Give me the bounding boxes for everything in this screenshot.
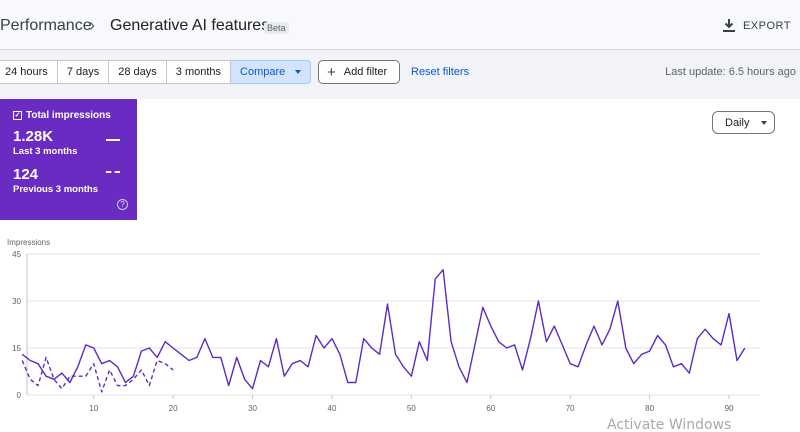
export-button[interactable]: EXPORT — [722, 19, 791, 32]
x-tick-label: 30 — [248, 404, 257, 413]
range-24-hours[interactable]: 24 hours — [0, 60, 58, 84]
add-filter-button[interactable]: + Add filter — [318, 60, 401, 84]
metric-value-current: 1.28K — [13, 128, 54, 145]
compare-label: Compare — [240, 66, 286, 78]
y-tick-label: 30 — [12, 297, 21, 306]
add-filter-label: Add filter — [343, 66, 388, 78]
chevron-down-icon — [295, 70, 302, 74]
breadcrumb-separator: › — [89, 15, 95, 35]
chevron-down-icon — [761, 120, 768, 125]
x-tick-label: 90 — [725, 404, 734, 413]
metric-label-previous: Previous 3 months — [13, 184, 98, 195]
metric-value-previous: 124 — [13, 166, 39, 183]
dashed-line-legend-icon — [106, 171, 120, 173]
granularity-dropdown[interactable]: Daily — [712, 111, 775, 134]
y-axis-label: Impressions — [7, 238, 50, 247]
page-title: Generative AI features — [110, 17, 270, 34]
download-icon — [722, 19, 735, 32]
beta-badge: Beta — [264, 22, 289, 34]
metric-label-current: Last 3 months — [13, 146, 78, 157]
range-3-months[interactable]: 3 months — [166, 60, 232, 84]
x-tick-label: 10 — [89, 404, 98, 413]
metric-title: Total impressions — [26, 110, 111, 121]
breadcrumb-parent[interactable]: Performance — [0, 17, 92, 34]
solid-line-legend-icon — [106, 139, 120, 141]
x-tick-label: 80 — [645, 404, 654, 413]
previous-period-line — [21, 356, 174, 393]
y-tick-label: 15 — [12, 344, 21, 353]
x-tick-label: 70 — [566, 404, 575, 413]
checkbox-checked-icon[interactable]: ✓ — [13, 111, 22, 120]
reset-filters-link[interactable]: Reset filters — [411, 66, 470, 78]
x-tick-label: 60 — [486, 404, 495, 413]
x-tick-label: 20 — [169, 404, 178, 413]
compare-dropdown[interactable]: Compare — [231, 60, 312, 84]
date-range-selector: 24 hours 7 days 28 days 3 months Compare — [0, 60, 312, 84]
metric-header: ✓ Total impressions — [13, 110, 137, 121]
activate-windows-watermark: Activate Windows — [607, 417, 732, 432]
y-tick-label: 45 — [12, 250, 21, 259]
y-tick-label: 0 — [17, 391, 22, 400]
last-update-text: Last update: 6.5 hours ago — [665, 66, 796, 78]
page-header: Performance › Generative AI features Bet… — [0, 0, 800, 50]
plus-icon: + — [327, 63, 336, 81]
total-impressions-card[interactable]: ✓ Total impressions 1.28K Last 3 months … — [0, 99, 137, 220]
range-7-days[interactable]: 7 days — [57, 60, 110, 84]
x-tick-label: 50 — [407, 404, 416, 413]
help-icon[interactable]: ? — [117, 199, 128, 210]
export-label: EXPORT — [742, 19, 791, 32]
range-28-days[interactable]: 28 days — [109, 60, 167, 84]
current-period-line — [21, 269, 746, 390]
x-tick-label: 40 — [328, 404, 337, 413]
granularity-label: Daily — [725, 116, 750, 129]
impressions-line-chart[interactable]: Impressions 0 15 30 45 10 20 30 40 50 60 70 80 90 — [0, 99, 800, 432]
